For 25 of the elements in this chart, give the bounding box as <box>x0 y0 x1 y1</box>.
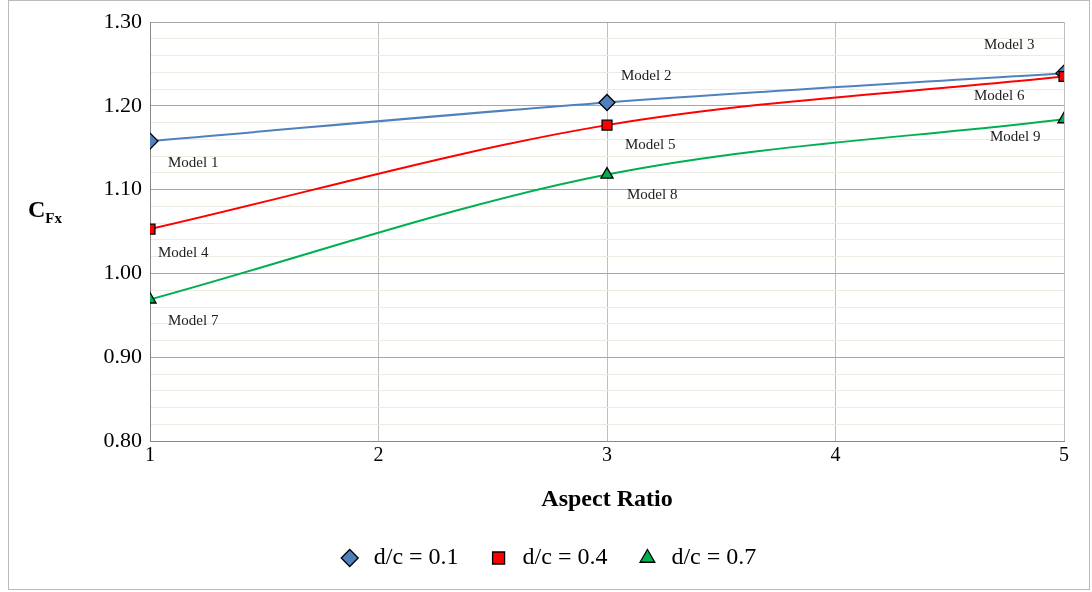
legend-label: d/c = 0.1 <box>373 543 459 570</box>
annotation: Model 9 <box>990 128 1041 145</box>
y-tick-label: 1.20 <box>103 91 142 117</box>
x-tick-label: 3 <box>602 443 612 466</box>
annotation: Model 8 <box>627 185 678 202</box>
annotation: Model 7 <box>168 312 219 329</box>
y-tick-label: 0.90 <box>103 343 142 369</box>
x-axis-title: Aspect Ratio <box>541 484 673 511</box>
y-tick-label: 1.30 <box>103 7 142 33</box>
y-tick-label: 1.00 <box>103 259 142 285</box>
legend-label: d/c = 0.4 <box>522 543 608 570</box>
annotation: Model 3 <box>984 36 1035 53</box>
x-tick-label: 1 <box>145 443 155 466</box>
x-tick-label: 5 <box>1059 443 1069 466</box>
annotation: Model 1 <box>168 153 219 170</box>
y-tick-label: 0.80 <box>103 426 142 452</box>
annotation: Model 6 <box>974 87 1025 104</box>
y-tick-label: 1.10 <box>103 175 142 201</box>
annotation: Model 2 <box>621 67 672 84</box>
annotation: Model 4 <box>158 244 209 261</box>
legend-label: d/c = 0.7 <box>671 543 757 570</box>
x-tick-label: 4 <box>830 443 841 466</box>
annotation: Model 5 <box>625 136 676 153</box>
x-tick-label: 2 <box>373 443 384 466</box>
y-axis-title: C$_{Fx}$ <box>28 196 63 227</box>
